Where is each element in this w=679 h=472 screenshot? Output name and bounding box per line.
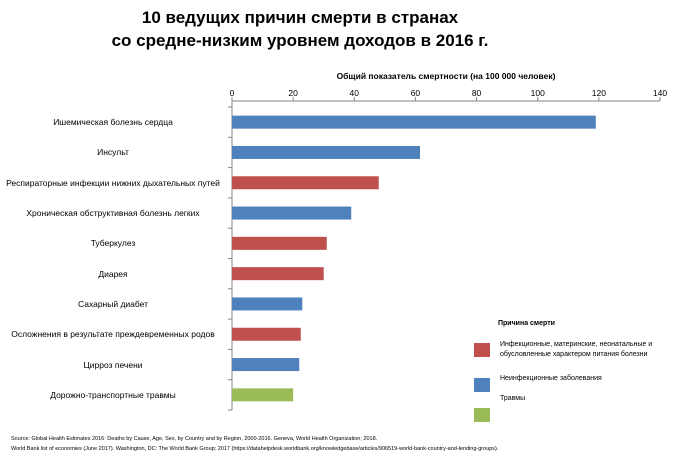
legend-swatch-injury (474, 408, 490, 422)
category-label: Дорожно-транспортные травмы (50, 389, 176, 400)
legend-label-injury: Травмы (500, 395, 526, 402)
category-label: Хроническая обструктивная болезнь легких (26, 208, 200, 219)
category-label: Ишемическая болезнь сердца (53, 117, 173, 128)
bar-noninfectious (232, 145, 421, 159)
bar-noninfectious (232, 206, 352, 220)
bar-infectious (232, 176, 379, 190)
legend-swatch-infectious (474, 343, 490, 357)
category-label: Цирроз печени (83, 359, 143, 370)
bar-infectious (232, 327, 301, 341)
category-label: Инсульт (97, 147, 129, 158)
bar-infectious (232, 236, 327, 250)
bar-noninfectious (232, 115, 596, 129)
source-note: Source: Global Health Estimates 2016: De… (11, 434, 498, 454)
bar-noninfectious (232, 358, 300, 372)
x-tick-label: 40 (349, 88, 360, 98)
x-tick-label: 80 (471, 88, 482, 98)
category-label: Диарея (98, 268, 128, 279)
category-label: Осложнения в результате преждевременных … (11, 329, 215, 340)
chart-title-line-1: 10 ведущих причин смерти в странах (141, 8, 459, 27)
x-tick-label: 60 (410, 88, 421, 98)
bar-noninfectious (232, 297, 303, 311)
x-tick-label: 120 (591, 88, 606, 98)
chart-title-line-2: со средне-низким уровнем доходов в 2016 … (111, 31, 489, 50)
x-axis-label: Общий показатель смертности (на 100 000 … (336, 71, 556, 81)
x-tick-label: 100 (530, 88, 545, 98)
category-label: Туберкулез (90, 238, 136, 249)
x-tick-label: 140 (652, 88, 668, 98)
bar-infectious (232, 267, 324, 281)
category-label: Респираторные инфекции нижних дыхательны… (6, 177, 220, 188)
x-tick-label: 20 (288, 88, 298, 98)
legend-title: Причина смерти (498, 320, 555, 327)
source-line-2: World Bank list of economies (June 2017)… (11, 446, 499, 452)
bar-injury (232, 388, 294, 402)
source-line-1: Source: Global Health Estimates 2016: De… (11, 436, 378, 442)
chart-title: 10 ведущих причин смерти в странах со ср… (0, 6, 600, 52)
legend-swatch-noninfectious (474, 378, 490, 392)
category-label: Сахарный диабет (77, 298, 149, 309)
x-tick-label: 0 (229, 88, 235, 98)
legend-label-noninfectious: Неинфекционные заболевания (500, 375, 602, 382)
legend-label-infectious: Инфекционные, материнские, неонатальные … (500, 341, 653, 358)
